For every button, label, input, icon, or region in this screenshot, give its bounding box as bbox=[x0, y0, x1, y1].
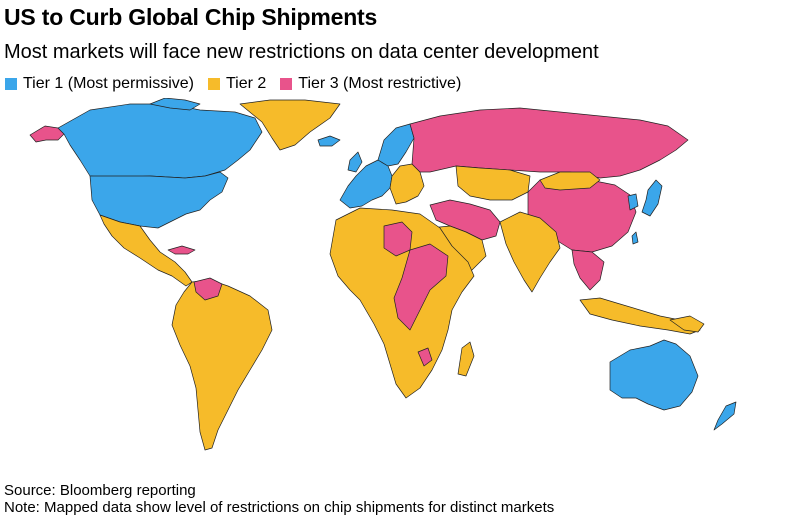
legend: Tier 1 (Most permissive) Tier 2 Tier 3 (… bbox=[5, 75, 461, 93]
region-cuba[interactable] bbox=[167, 245, 196, 255]
region-south-america[interactable] bbox=[171, 279, 273, 451]
region-india[interactable] bbox=[499, 211, 561, 293]
region-russia[interactable] bbox=[409, 107, 689, 179]
legend-item-tier1: Tier 1 (Most permissive) bbox=[5, 75, 194, 93]
region-korea[interactable] bbox=[627, 193, 639, 211]
region-central-asia[interactable] bbox=[455, 165, 531, 201]
legend-swatch-tier1 bbox=[5, 78, 17, 90]
region-australia[interactable] bbox=[609, 339, 699, 411]
region-southeast-asia[interactable] bbox=[571, 249, 605, 291]
region-alaska[interactable] bbox=[29, 125, 65, 143]
region-middle-east-restricted[interactable] bbox=[429, 199, 501, 241]
legend-label-tier3: Tier 3 (Most restrictive) bbox=[298, 75, 462, 92]
region-indonesia[interactable] bbox=[579, 297, 701, 335]
region-papua-new-guinea[interactable] bbox=[669, 315, 705, 333]
region-africa-restricted-central[interactable] bbox=[393, 243, 449, 331]
region-scandinavia[interactable] bbox=[377, 123, 415, 167]
legend-item-tier3: Tier 3 (Most restrictive) bbox=[280, 75, 461, 93]
region-mexico-central-america[interactable] bbox=[99, 214, 193, 287]
region-madagascar[interactable] bbox=[457, 341, 475, 377]
chart-title: US to Curb Global Chip Shipments bbox=[4, 4, 378, 30]
region-iceland[interactable] bbox=[317, 135, 341, 147]
legend-swatch-tier2 bbox=[207, 78, 220, 90]
legend-label-tier1: Tier 1 (Most permissive) bbox=[23, 75, 194, 92]
region-venezuela[interactable] bbox=[193, 277, 223, 301]
region-eastern-europe[interactable] bbox=[389, 163, 425, 205]
region-greenland[interactable] bbox=[239, 99, 341, 151]
legend-swatch-tier3 bbox=[280, 78, 293, 90]
region-canada[interactable] bbox=[57, 103, 263, 179]
region-japan[interactable] bbox=[641, 179, 663, 217]
region-canada-islands[interactable] bbox=[149, 98, 201, 111]
chart-subtitle: Most markets will face new restrictions … bbox=[4, 41, 599, 63]
legend-item-tier2: Tier 2 bbox=[207, 75, 267, 93]
footnote: Note: Mapped data show level of restrict… bbox=[4, 499, 555, 516]
region-taiwan[interactable] bbox=[631, 231, 639, 245]
source-note: Source: Bloomberg reporting bbox=[4, 482, 196, 499]
world-map bbox=[29, 98, 737, 451]
legend-label-tier2: Tier 2 bbox=[225, 75, 267, 92]
region-united-kingdom[interactable] bbox=[347, 151, 363, 173]
region-africa-restricted-south[interactable] bbox=[417, 347, 433, 367]
region-new-zealand[interactable] bbox=[713, 401, 737, 431]
region-mongolia[interactable] bbox=[539, 171, 601, 191]
region-western-europe[interactable] bbox=[339, 159, 393, 209]
